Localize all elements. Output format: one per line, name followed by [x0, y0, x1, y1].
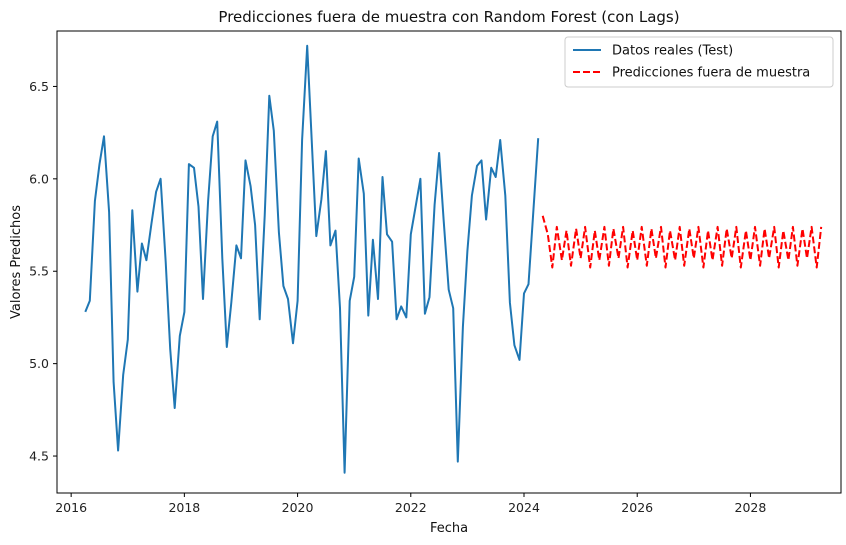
x-tick-label: 2024: [508, 500, 540, 515]
x-tick-label: 2022: [395, 500, 427, 515]
series-line-forecast: [541, 215, 823, 269]
plot-frame: [56, 30, 842, 494]
y-axis: 4.5 5.0 5.5 6.0 6.5: [29, 79, 57, 464]
legend-entry-label: Predicciones fuera de muestra: [612, 66, 810, 81]
y-tick-label: 4.5: [29, 449, 49, 464]
x-tick-label: 2020: [282, 500, 314, 515]
y-axis-label: Valores Predichos: [9, 205, 24, 319]
series-line-actual: [84, 44, 540, 474]
y-tick-label: 5.5: [29, 264, 49, 279]
y-tick-label: 5.0: [29, 356, 49, 371]
x-axis: 2016 2018 2020 2022 2024 2026 2028: [55, 493, 766, 515]
x-tick-label: 2026: [621, 500, 653, 515]
x-tick-label: 2028: [735, 500, 767, 515]
x-tick-label: 2016: [55, 500, 87, 515]
x-axis-label: Fecha: [430, 521, 468, 536]
chart-title: Predicciones fuera de muestra con Random…: [218, 8, 679, 26]
y-tick-label: 6.5: [29, 79, 49, 94]
y-tick-label: 6.0: [29, 171, 49, 186]
legend-entry-label: Datos reales (Test): [612, 44, 733, 59]
x-tick-label: 2018: [168, 500, 200, 515]
legend: Datos reales (Test) Predicciones fuera de…: [564, 36, 834, 88]
legend-box: [564, 36, 834, 88]
